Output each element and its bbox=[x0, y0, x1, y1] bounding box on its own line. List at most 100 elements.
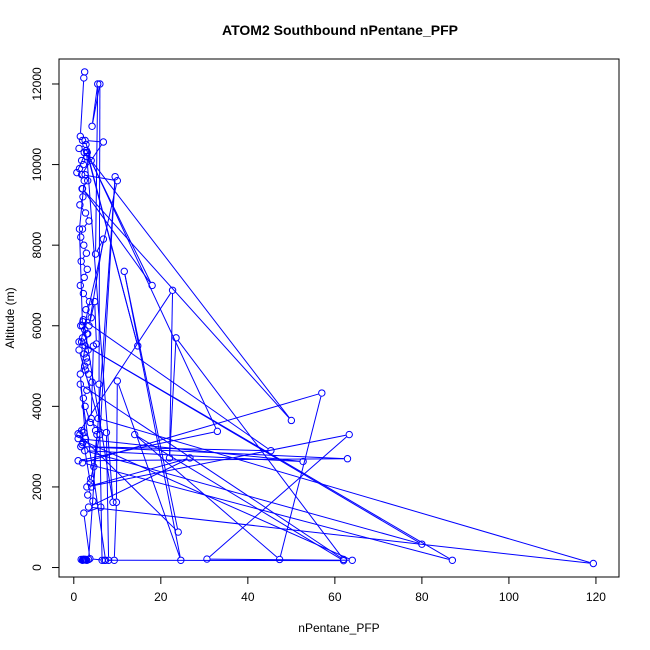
data-point bbox=[99, 138, 108, 146]
data-point bbox=[76, 370, 85, 378]
data-point bbox=[174, 528, 182, 536]
data-point bbox=[75, 338, 83, 346]
data-point bbox=[345, 430, 353, 439]
data-point bbox=[80, 241, 88, 249]
data-point bbox=[94, 80, 102, 88]
data-point bbox=[348, 556, 356, 564]
data-point bbox=[81, 136, 89, 145]
data-point bbox=[75, 346, 83, 354]
data-point bbox=[88, 378, 96, 386]
data-point bbox=[589, 559, 598, 568]
series-segment bbox=[81, 280, 84, 283]
data-point bbox=[77, 442, 85, 451]
x-tick-label: 40 bbox=[241, 590, 255, 604]
data-point bbox=[76, 430, 84, 439]
data-point bbox=[84, 491, 92, 499]
data-point bbox=[97, 503, 105, 511]
series-segment bbox=[91, 459, 187, 506]
data-point bbox=[82, 354, 91, 362]
data-point bbox=[172, 334, 180, 342]
series-segment bbox=[169, 293, 173, 455]
y-tick-label: 10000 bbox=[30, 148, 44, 182]
series-segment bbox=[210, 558, 349, 561]
series-segment bbox=[83, 516, 90, 556]
data-point bbox=[120, 267, 128, 276]
y-tick-label: 0 bbox=[30, 564, 44, 571]
data-point bbox=[79, 193, 87, 201]
data-point bbox=[80, 176, 88, 185]
data-point bbox=[80, 446, 89, 455]
data-point bbox=[79, 160, 88, 169]
series-segment bbox=[101, 418, 591, 563]
data-point bbox=[77, 257, 85, 265]
series-segment bbox=[85, 463, 449, 560]
data-point bbox=[275, 555, 284, 564]
series-segment bbox=[84, 446, 268, 452]
series-segment bbox=[88, 451, 419, 544]
data-point bbox=[113, 176, 122, 185]
series-segment bbox=[93, 163, 290, 418]
series-segment bbox=[87, 155, 138, 343]
series-segment bbox=[85, 272, 87, 275]
series-segment bbox=[90, 349, 94, 415]
data-point bbox=[75, 225, 84, 233]
chart-title: ATOM2 Southbound nPentane_PFP bbox=[222, 22, 458, 38]
y-tick-label: 12000 bbox=[30, 67, 44, 101]
series-segment bbox=[88, 155, 217, 429]
data-point bbox=[80, 74, 88, 82]
data-point bbox=[84, 346, 92, 354]
data-point bbox=[186, 454, 194, 462]
series-segment bbox=[95, 87, 99, 251]
series-segment bbox=[169, 341, 177, 455]
data-point bbox=[80, 148, 88, 157]
data-point bbox=[89, 342, 98, 350]
data-point bbox=[177, 556, 185, 564]
data-point bbox=[91, 426, 100, 435]
data-point bbox=[111, 172, 119, 181]
series-segment bbox=[88, 140, 100, 143]
data-point bbox=[78, 322, 87, 330]
series-segment bbox=[81, 431, 214, 461]
data-point bbox=[98, 556, 106, 564]
series-segment bbox=[90, 434, 346, 487]
data-point bbox=[213, 427, 222, 436]
data-point bbox=[80, 273, 88, 282]
data-point bbox=[94, 414, 102, 423]
series-segment bbox=[124, 274, 181, 557]
series-segment bbox=[89, 377, 92, 380]
series-segment bbox=[93, 423, 104, 432]
data-point bbox=[79, 394, 88, 402]
series-segment bbox=[80, 200, 83, 202]
series-segment bbox=[84, 191, 151, 283]
series-segment bbox=[113, 505, 117, 557]
data-point bbox=[318, 389, 326, 397]
data-point bbox=[267, 446, 275, 455]
data-point bbox=[91, 250, 100, 258]
data-point bbox=[82, 305, 90, 314]
series-segment bbox=[93, 558, 101, 561]
data-point bbox=[77, 156, 86, 165]
series-segment bbox=[209, 436, 347, 558]
y-tick-label: 6000 bbox=[30, 312, 44, 339]
x-tick-label: 100 bbox=[499, 590, 519, 604]
data-point bbox=[77, 170, 86, 179]
data-point bbox=[113, 377, 122, 385]
y-tick-label: 8000 bbox=[30, 231, 44, 258]
data-point bbox=[81, 402, 89, 411]
data-point bbox=[83, 265, 91, 274]
data-point bbox=[110, 556, 118, 564]
x-axis-label: nPentane_PFP bbox=[298, 621, 379, 635]
data-point bbox=[87, 483, 96, 491]
series-segment bbox=[137, 435, 341, 560]
series-segment bbox=[81, 458, 344, 462]
data-point bbox=[74, 434, 82, 443]
series-segment bbox=[98, 87, 101, 381]
data-point bbox=[165, 454, 174, 462]
series-segment bbox=[88, 489, 91, 492]
y-tick-label: 4000 bbox=[30, 393, 44, 420]
series-segment bbox=[80, 81, 85, 133]
data-point bbox=[74, 457, 82, 465]
data-point bbox=[78, 225, 87, 233]
data-point bbox=[76, 281, 85, 290]
